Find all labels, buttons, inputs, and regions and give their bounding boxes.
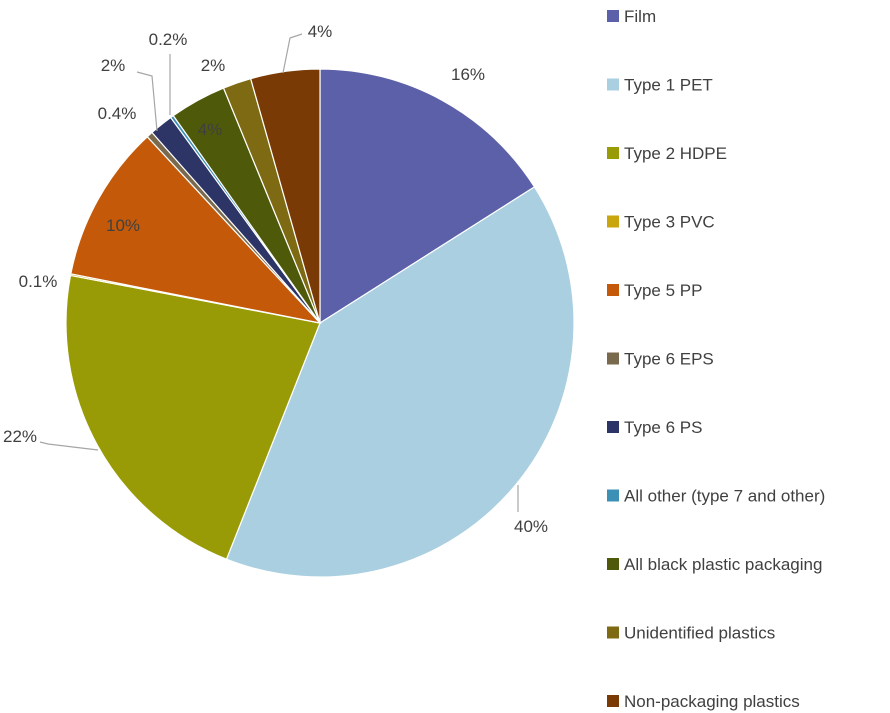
legend-label: Unidentified plastics [624, 624, 775, 643]
legend-swatch [607, 284, 619, 296]
data-label: 16% [451, 65, 485, 84]
data-label: 40% [514, 517, 548, 536]
legend-label: All other (type 7 and other) [624, 487, 825, 506]
legend: Film Type 1 PET Type 2 HDPE Type 3 PVC Type … [607, 7, 825, 711]
pie-slice-film [319, 68, 536, 325]
data-label: 10% [106, 216, 140, 235]
pie-slice-non-packaging-plastics [249, 68, 321, 324]
data-label: 22% [3, 427, 37, 446]
data-label: 4% [198, 120, 223, 139]
legend-swatch [607, 421, 619, 433]
legend-label: Film [624, 7, 656, 26]
legend-label: Non-packaging plastics [624, 692, 800, 711]
leader-line [136, 71, 158, 132]
data-label: 0.2% [149, 30, 188, 49]
legend-label: Type 1 PET [624, 76, 713, 95]
pie-slice-type-5-pp [70, 135, 322, 324]
legend-swatch [607, 489, 619, 502]
legend-swatch [607, 695, 619, 707]
legend-swatch [607, 147, 619, 159]
legend-swatch [607, 78, 619, 91]
legend-label: Type 5 PP [624, 281, 702, 300]
leader-line [282, 33, 303, 74]
legend-label: Type 6 EPS [624, 350, 714, 369]
data-label: 0.4% [98, 104, 137, 123]
data-label: 4% [308, 22, 333, 41]
data-label: 2% [101, 56, 126, 75]
leader-line [39, 441, 99, 451]
legend-label: All black plastic packaging [624, 555, 822, 574]
legend-label: Type 2 HDPE [624, 144, 727, 163]
legend-swatch [607, 352, 619, 365]
data-label: 0.1% [19, 272, 58, 291]
legend-swatch [607, 558, 619, 570]
pie-slice-type-1-pet [225, 186, 575, 578]
legend-swatch [607, 626, 619, 639]
pie-slices [65, 68, 575, 578]
leader-lines [39, 33, 519, 512]
legend-swatch [607, 215, 619, 228]
data-label: 2% [201, 56, 226, 75]
data-labels: 16% 40% 22% 0.1% 10% 0.4% 2% 0.2% 4% 2% 4% [3, 22, 548, 536]
legend-swatch [607, 10, 619, 22]
pie-slice-type-2-hdpe [65, 274, 321, 560]
legend-label: Type 6 PS [624, 418, 702, 437]
legend-label: Type 3 PVC [624, 213, 715, 232]
